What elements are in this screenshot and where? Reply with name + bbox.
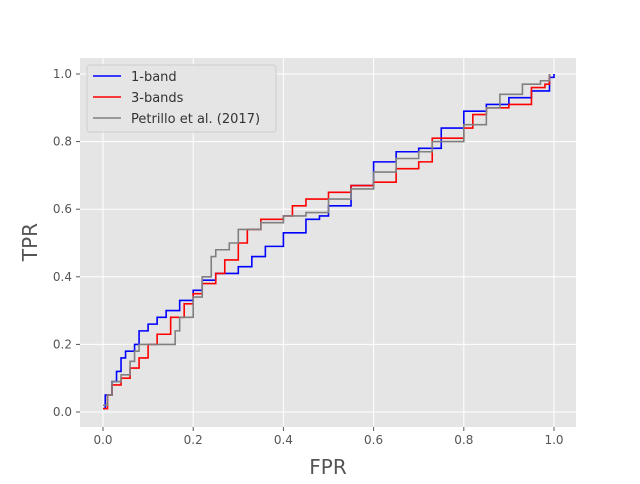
x-tick-label: 0.8 (454, 433, 473, 447)
x-tick-label: 1.0 (544, 433, 563, 447)
x-axis-label: FPR (309, 455, 347, 479)
legend-label: 1-band (131, 70, 177, 85)
series-line-2 (103, 74, 551, 407)
legend-label: Petrillo et al. (2017) (131, 112, 260, 127)
legend-label: 3-bands (131, 91, 184, 106)
y-axis-label: TPR (18, 223, 42, 262)
y-tick-label: 0.2 (53, 337, 72, 351)
x-tick-label: 0.6 (364, 433, 383, 447)
x-tick-label: 0.0 (93, 433, 112, 447)
y-tick-label: 1.0 (53, 67, 72, 81)
series-line-0 (103, 74, 555, 410)
y-tick-label: 0.8 (53, 135, 72, 149)
x-tick-label: 0.4 (274, 433, 293, 447)
legend-box (86, 64, 277, 133)
y-tick-label: 0.0 (53, 405, 72, 419)
y-tick-label: 0.6 (53, 202, 72, 216)
x-tick-label: 0.2 (184, 433, 203, 447)
series-line-1 (103, 74, 551, 410)
legend: 1-band 3-bands Petrillo et al. (2017) (86, 64, 277, 133)
y-tick-label: 0.4 (53, 270, 72, 284)
